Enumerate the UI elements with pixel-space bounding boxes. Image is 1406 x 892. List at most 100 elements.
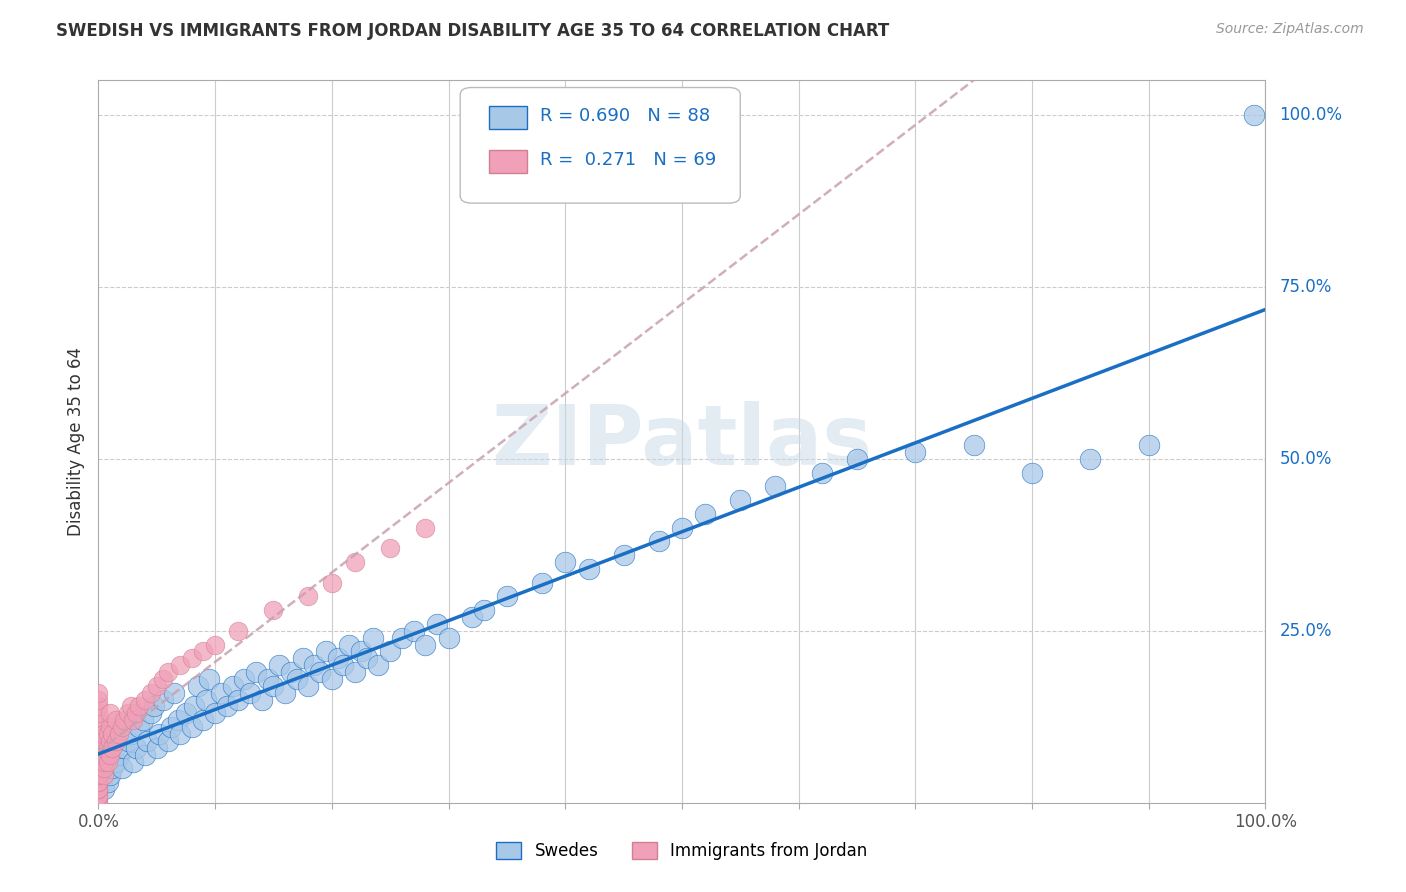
Point bbox=[87, 720, 110, 734]
Point bbox=[647, 534, 669, 549]
Text: 25.0%: 25.0% bbox=[1279, 622, 1331, 640]
Point bbox=[93, 740, 115, 755]
Point bbox=[695, 507, 717, 521]
Point bbox=[87, 796, 110, 810]
Point bbox=[811, 466, 834, 480]
Point bbox=[122, 755, 145, 769]
Point bbox=[285, 672, 308, 686]
Point bbox=[193, 713, 215, 727]
Point bbox=[101, 740, 124, 755]
Point bbox=[98, 747, 121, 762]
Point bbox=[380, 541, 402, 556]
Point bbox=[846, 451, 869, 466]
Point bbox=[134, 747, 156, 762]
Point bbox=[117, 706, 139, 721]
Point bbox=[166, 713, 188, 727]
Point bbox=[228, 624, 250, 638]
Point bbox=[139, 686, 162, 700]
Point bbox=[380, 644, 402, 658]
Point bbox=[128, 699, 150, 714]
Point bbox=[93, 734, 115, 748]
Point bbox=[97, 775, 120, 789]
Point bbox=[132, 713, 155, 727]
Point bbox=[461, 610, 484, 624]
Point bbox=[297, 590, 319, 604]
Point bbox=[262, 603, 284, 617]
Point bbox=[209, 686, 232, 700]
Point bbox=[730, 493, 752, 508]
Text: SWEDISH VS IMMIGRANTS FROM JORDAN DISABILITY AGE 35 TO 64 CORRELATION CHART: SWEDISH VS IMMIGRANTS FROM JORDAN DISABI… bbox=[56, 22, 890, 40]
Point bbox=[180, 651, 202, 665]
Point bbox=[97, 740, 120, 755]
Point bbox=[87, 796, 110, 810]
Point bbox=[111, 761, 134, 775]
Point bbox=[413, 520, 436, 534]
Point bbox=[120, 727, 142, 741]
Point bbox=[613, 548, 636, 562]
Point bbox=[239, 686, 262, 700]
Point bbox=[204, 638, 226, 652]
Point bbox=[554, 555, 576, 569]
Text: ZIPatlas: ZIPatlas bbox=[492, 401, 872, 482]
Point bbox=[337, 638, 360, 652]
Point bbox=[97, 755, 120, 769]
Point bbox=[159, 720, 181, 734]
Point bbox=[104, 713, 127, 727]
Point bbox=[1080, 451, 1102, 466]
Point bbox=[146, 740, 169, 755]
Point bbox=[139, 706, 162, 721]
Text: R =  0.271   N = 69: R = 0.271 N = 69 bbox=[540, 151, 716, 169]
Point bbox=[169, 727, 191, 741]
Point bbox=[87, 782, 110, 797]
Point bbox=[87, 734, 110, 748]
Point bbox=[117, 734, 139, 748]
Point bbox=[108, 747, 131, 762]
Point bbox=[108, 727, 131, 741]
Point bbox=[361, 631, 384, 645]
Point bbox=[97, 727, 120, 741]
Point bbox=[93, 782, 115, 797]
Point bbox=[437, 631, 460, 645]
Point bbox=[671, 520, 693, 534]
Point bbox=[262, 679, 284, 693]
Point bbox=[496, 590, 519, 604]
Point bbox=[87, 775, 110, 789]
Point bbox=[304, 658, 326, 673]
FancyBboxPatch shape bbox=[489, 106, 527, 129]
Point bbox=[250, 692, 273, 706]
Point bbox=[93, 761, 115, 775]
Point bbox=[157, 665, 180, 679]
Point bbox=[194, 692, 217, 706]
Point bbox=[87, 775, 110, 789]
Point bbox=[204, 706, 226, 721]
Point bbox=[93, 727, 115, 741]
Point bbox=[87, 755, 110, 769]
Point bbox=[125, 706, 148, 721]
Point bbox=[98, 734, 121, 748]
Point bbox=[120, 699, 142, 714]
Point bbox=[152, 692, 174, 706]
Point bbox=[193, 644, 215, 658]
Point bbox=[87, 747, 110, 762]
Point bbox=[1137, 438, 1160, 452]
Text: 75.0%: 75.0% bbox=[1279, 277, 1331, 296]
Point bbox=[87, 740, 110, 755]
Point bbox=[350, 644, 373, 658]
Point bbox=[426, 616, 449, 631]
Point bbox=[98, 720, 121, 734]
Point bbox=[136, 734, 159, 748]
Point bbox=[87, 740, 110, 755]
Point bbox=[87, 755, 110, 769]
Point bbox=[391, 631, 413, 645]
Point bbox=[367, 658, 389, 673]
Point bbox=[104, 734, 127, 748]
Point bbox=[125, 740, 148, 755]
Point bbox=[297, 679, 319, 693]
Point bbox=[98, 768, 121, 782]
Point bbox=[344, 665, 367, 679]
Text: R = 0.690   N = 88: R = 0.690 N = 88 bbox=[540, 107, 710, 126]
Point bbox=[101, 761, 124, 775]
Text: Source: ZipAtlas.com: Source: ZipAtlas.com bbox=[1216, 22, 1364, 37]
Point bbox=[187, 679, 209, 693]
FancyBboxPatch shape bbox=[460, 87, 741, 203]
